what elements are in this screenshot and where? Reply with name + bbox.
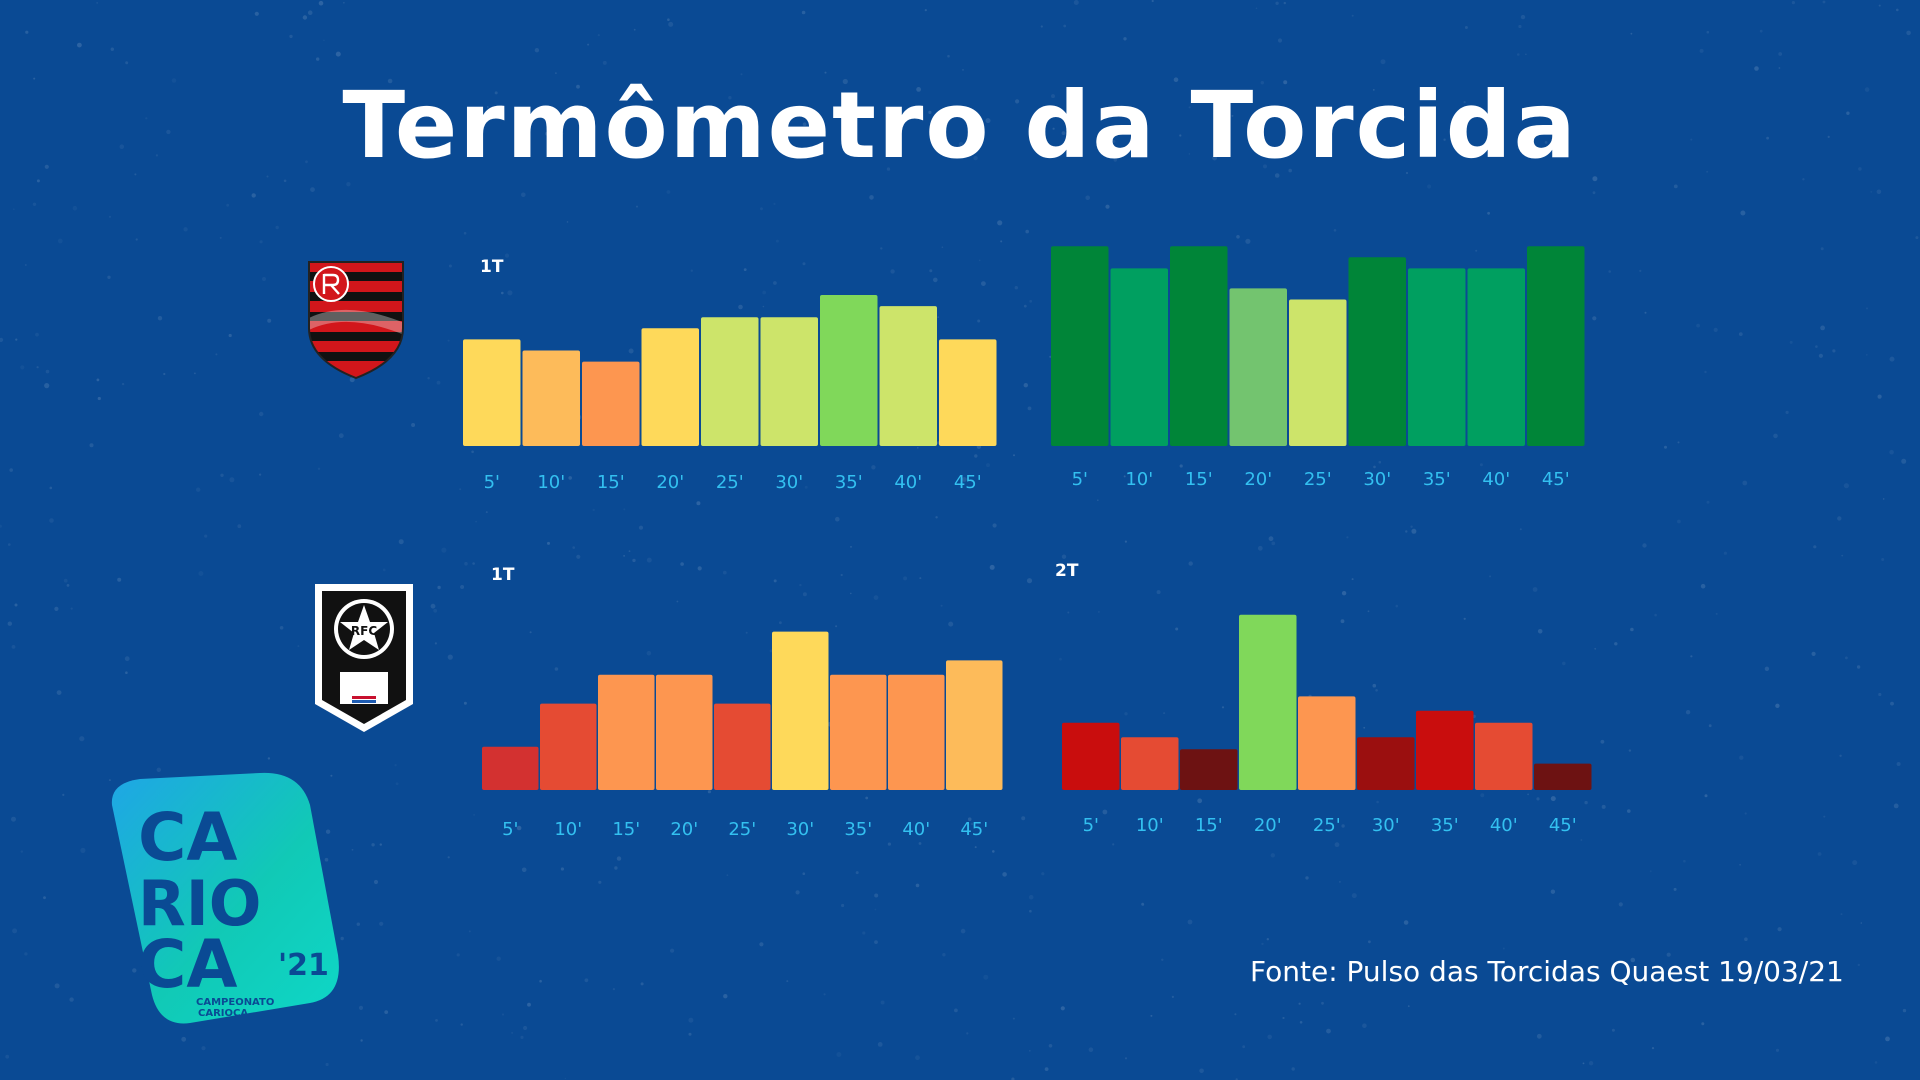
- bar: [946, 660, 1003, 790]
- bar: [463, 339, 521, 446]
- logo-line2: RIO: [138, 867, 262, 940]
- tick-label: 30': [1372, 815, 1400, 836]
- tick-label: 25': [1304, 469, 1332, 490]
- chart-resende-1t: 1T 5' 10' 15' 20' 25' 30' 35' 40' 45': [482, 565, 1003, 840]
- tick-label: 5': [1083, 815, 1099, 836]
- half-label: 1T: [480, 257, 504, 277]
- tick-label: 45': [960, 819, 988, 840]
- bar: [1121, 737, 1179, 790]
- tick-label: 10': [554, 819, 582, 840]
- bar: [1051, 246, 1109, 446]
- bar: [641, 328, 699, 446]
- bar: [1229, 288, 1287, 446]
- bar: [1527, 246, 1585, 446]
- tick-label: 10': [537, 472, 565, 493]
- tick-label: 35': [1423, 469, 1451, 490]
- bar: [656, 674, 713, 790]
- bar: [1062, 722, 1120, 790]
- tick-label: 15': [597, 472, 625, 493]
- bar: [879, 306, 937, 446]
- tick-label: 30': [786, 819, 814, 840]
- carioca-logo: CA RIO CA '21 CAMPEONATO CARIOCA: [111, 772, 339, 1024]
- tick-label: 35': [1431, 815, 1459, 836]
- bar: [522, 350, 580, 446]
- logo-caption-2: CARIOCA: [198, 1008, 248, 1019]
- logo-year: '21: [278, 948, 329, 983]
- bar: [582, 361, 640, 446]
- resende-crest-text: RFC: [351, 624, 377, 638]
- bar: [1416, 710, 1474, 790]
- bar: [1357, 737, 1415, 790]
- tick-label: 5': [502, 819, 518, 840]
- bar: [1180, 749, 1238, 790]
- tick-label: 20': [670, 819, 698, 840]
- bar: [714, 703, 771, 790]
- logo-caption-1: CAMPEONATO: [196, 997, 274, 1008]
- tick-label: 15': [612, 819, 640, 840]
- tick-label: 25': [716, 472, 744, 493]
- bar: [830, 674, 887, 790]
- logo-line1: CA: [138, 799, 238, 876]
- tick-label: 40': [1482, 469, 1510, 490]
- bar: [1289, 299, 1347, 446]
- source-note: Fonte: Pulso das Torcidas Quaest 19/03/2…: [1250, 955, 1844, 988]
- half-label: 1T: [491, 565, 515, 585]
- bar: [1467, 268, 1525, 446]
- bar: [1348, 257, 1406, 446]
- bar: [540, 703, 597, 790]
- flamengo-crest-icon: [308, 261, 404, 380]
- tick-label: 10': [1125, 469, 1153, 490]
- tick-label: 45': [954, 472, 982, 493]
- resende-crest-icon: RFC: [315, 584, 413, 732]
- tick-label: 40': [894, 472, 922, 493]
- bar: [1239, 614, 1297, 790]
- bar: [598, 674, 655, 790]
- chart-flamengo-1t: 1T 5' 10' 15' 20' 25' 30' 35' 40' 45': [463, 257, 997, 493]
- half-label: 2T: [1055, 561, 1079, 581]
- tick-label: 35': [844, 819, 872, 840]
- tick-label: 20': [1254, 815, 1282, 836]
- tick-label: 40': [902, 819, 930, 840]
- tick-label: 15': [1185, 469, 1213, 490]
- bar: [772, 631, 829, 790]
- bar: [1408, 268, 1466, 446]
- tick-label: 5': [1072, 469, 1088, 490]
- tick-label: 15': [1195, 815, 1223, 836]
- tick-label: 40': [1490, 815, 1518, 836]
- tick-label: 35': [835, 472, 863, 493]
- tick-label: 45': [1542, 469, 1570, 490]
- logo-line3: CA: [138, 926, 238, 1003]
- tick-label: 20': [1244, 469, 1272, 490]
- bar: [1170, 246, 1228, 446]
- bar: [1110, 268, 1168, 446]
- tick-label: 10': [1136, 815, 1164, 836]
- bar: [888, 674, 945, 790]
- bar: [760, 317, 818, 446]
- bar: [1475, 722, 1533, 790]
- bar: [820, 295, 878, 446]
- tick-label: 5': [484, 472, 500, 493]
- tick-label: 25': [728, 819, 756, 840]
- tick-label: 25': [1313, 815, 1341, 836]
- tick-label: 45': [1549, 815, 1577, 836]
- bar: [1534, 763, 1592, 790]
- page-title: Termômetro da Torcida: [342, 72, 1578, 179]
- chart-flamengo-2t: 2T5'10'15'20'25'30'35'40'45': [1051, 246, 1585, 490]
- bar: [701, 317, 759, 446]
- tick-label: 30': [1363, 469, 1391, 490]
- bar: [1298, 696, 1356, 790]
- chart-resende-2t: 2T 5' 10' 15' 20' 25' 30' 35' 40' 45': [1055, 561, 1592, 836]
- tick-label: 20': [656, 472, 684, 493]
- tick-label: 30': [775, 472, 803, 493]
- bar: [939, 339, 997, 446]
- bar: [482, 746, 539, 790]
